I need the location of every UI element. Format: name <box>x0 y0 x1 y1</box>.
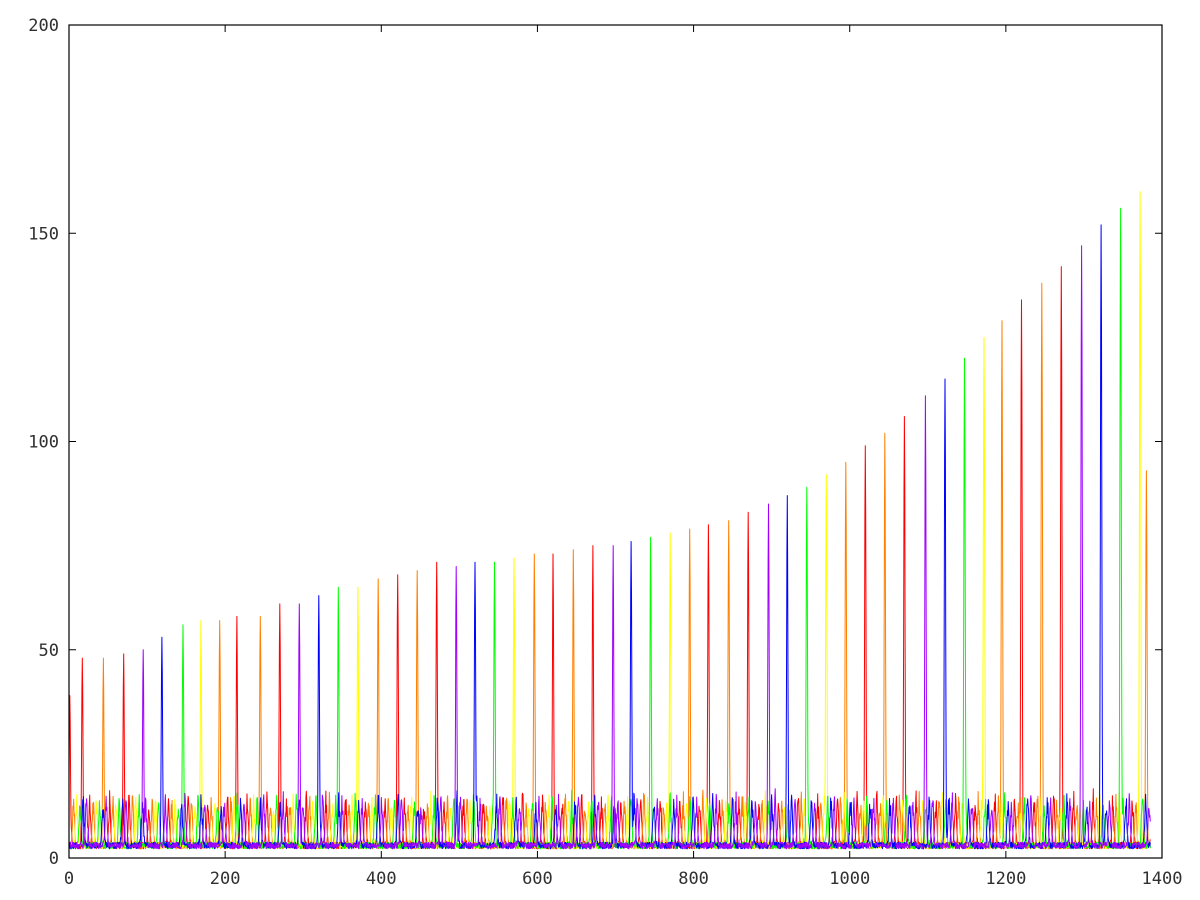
series-line-1 <box>68 266 1151 850</box>
series-line-5 <box>68 224 1151 850</box>
x-tick-label-1400: 1400 <box>1142 869 1183 889</box>
y-tick-label-150: 150 <box>28 224 59 244</box>
x-tick-label-1000: 1000 <box>829 869 870 889</box>
x-tick-label-600: 600 <box>522 869 553 889</box>
x-tick-label-200: 200 <box>210 869 241 889</box>
x-tick-label-400: 400 <box>366 869 397 889</box>
y-tick-label-0: 0 <box>49 849 59 869</box>
series-line-6 <box>68 245 1151 850</box>
y-tick-label-50: 50 <box>39 641 59 661</box>
tick-layer: 0 200 400 600 800 1000 1200 1400 0 50 100 150 200 <box>28 16 1182 889</box>
series-layer <box>68 191 1151 850</box>
series-line-4 <box>68 207 1151 850</box>
y-tick-label-200: 200 <box>28 16 59 36</box>
x-tick-label-0: 0 <box>64 869 74 889</box>
series-line-3 <box>68 191 1151 850</box>
x-tick-label-800: 800 <box>678 869 709 889</box>
y-tick-label-100: 100 <box>28 433 59 453</box>
plot-frame <box>68 24 1163 859</box>
x-tick-label-1200: 1200 <box>985 869 1026 889</box>
series-line-2 <box>68 282 1151 850</box>
